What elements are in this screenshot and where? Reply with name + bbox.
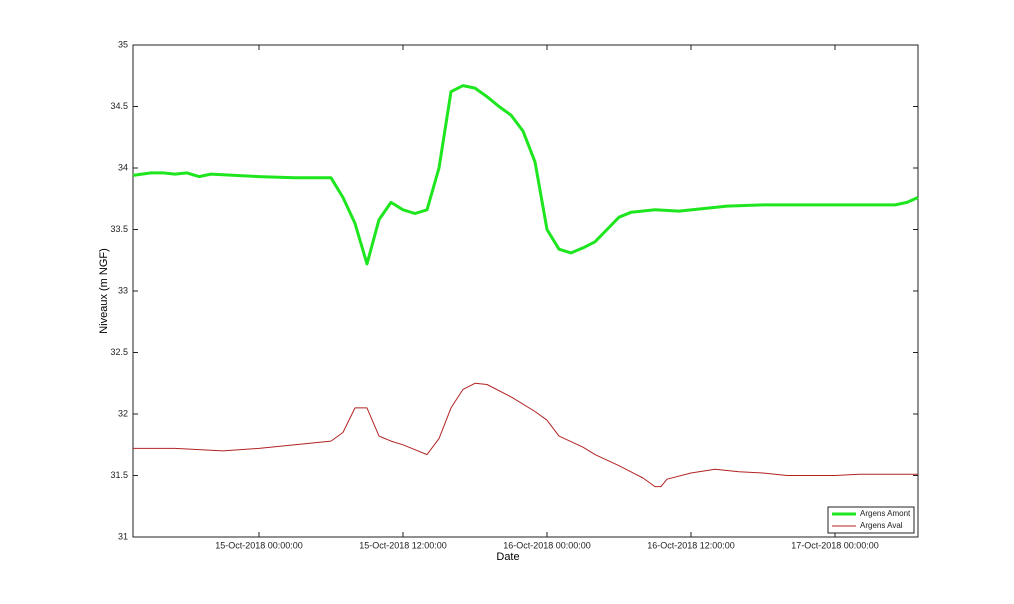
y-tick-label: 33.5: [110, 224, 128, 234]
y-tick-label: 34: [118, 162, 128, 172]
legend-label: Argens Aval: [860, 521, 903, 530]
legend-label: Argens Amont: [860, 509, 911, 518]
y-tick-label: 31.5: [110, 470, 128, 480]
legend: Argens Amont Argens Aval: [827, 506, 915, 534]
x-tick-label: 17-Oct-2018 00:00:00: [791, 540, 879, 550]
y-tick-label: 31: [118, 531, 128, 541]
y-tick-label: 33: [118, 285, 128, 295]
y-tick-label: 35: [118, 39, 128, 49]
legend-box: [827, 506, 915, 534]
x-axis-title: Date: [496, 551, 519, 563]
x-tick-label: 16-Oct-2018 12:00:00: [647, 540, 735, 550]
y-axis-title: Niveaux (m NGF): [98, 248, 110, 334]
series-line: [133, 382, 918, 488]
series-line: [132, 84, 919, 266]
plot-frame: [132, 44, 919, 538]
x-tick-label: 15-Oct-2018 12:00:00: [359, 540, 447, 550]
y-tick-label: 34.5: [110, 101, 128, 111]
x-tick-label: 16-Oct-2018 00:00:00: [503, 540, 591, 550]
y-tick-label: 32: [118, 408, 128, 418]
x-tick-label: 15-Oct-2018 00:00:00: [215, 540, 303, 550]
y-tick-label: 32.5: [110, 347, 128, 357]
